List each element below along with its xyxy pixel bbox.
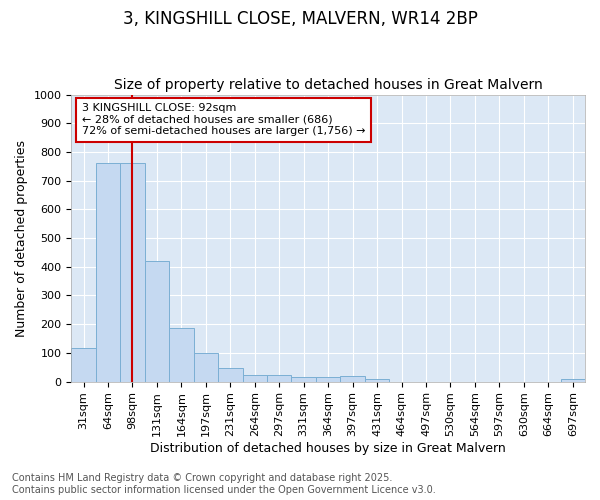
Title: Size of property relative to detached houses in Great Malvern: Size of property relative to detached ho… bbox=[114, 78, 542, 92]
Bar bbox=[292, 376, 316, 382]
X-axis label: Distribution of detached houses by size in Great Malvern: Distribution of detached houses by size … bbox=[150, 442, 506, 455]
Bar bbox=[560, 380, 585, 382]
Bar bbox=[145, 261, 169, 382]
Bar bbox=[169, 328, 194, 382]
Text: 3, KINGSHILL CLOSE, MALVERN, WR14 2BP: 3, KINGSHILL CLOSE, MALVERN, WR14 2BP bbox=[122, 10, 478, 28]
Bar bbox=[267, 376, 292, 382]
Bar bbox=[120, 164, 145, 382]
Bar bbox=[365, 380, 389, 382]
Text: Contains HM Land Registry data © Crown copyright and database right 2025.
Contai: Contains HM Land Registry data © Crown c… bbox=[12, 474, 436, 495]
Bar bbox=[242, 376, 267, 382]
Bar bbox=[218, 368, 242, 382]
Bar bbox=[96, 164, 120, 382]
Bar bbox=[316, 376, 340, 382]
Bar bbox=[340, 376, 365, 382]
Bar bbox=[194, 354, 218, 382]
Text: 3 KINGSHILL CLOSE: 92sqm
← 28% of detached houses are smaller (686)
72% of semi-: 3 KINGSHILL CLOSE: 92sqm ← 28% of detach… bbox=[82, 103, 365, 136]
Y-axis label: Number of detached properties: Number of detached properties bbox=[15, 140, 28, 336]
Bar bbox=[71, 348, 96, 382]
